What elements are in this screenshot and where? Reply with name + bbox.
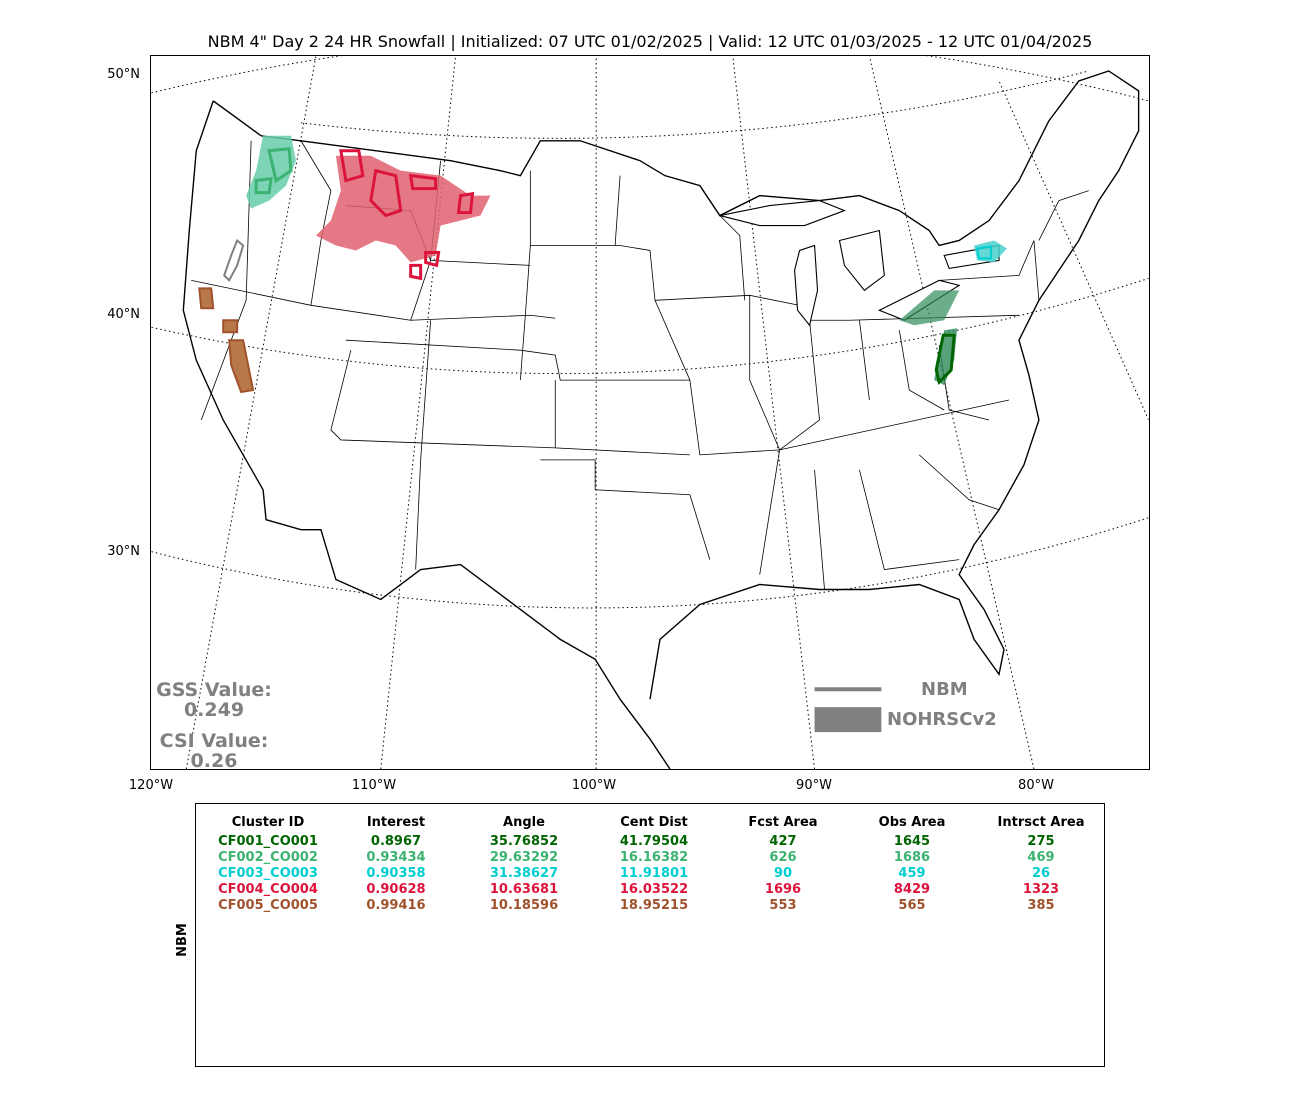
lake-superior bbox=[719, 200, 846, 227]
national-border bbox=[182, 70, 1140, 769]
table-cell: CF004_CO004 bbox=[218, 882, 318, 897]
table-cell: 29.63292 bbox=[489, 850, 559, 865]
table-cell: 1645 bbox=[893, 834, 931, 849]
table-cell: CF001_CO001 bbox=[218, 834, 318, 849]
table-cell: 90 bbox=[773, 866, 793, 881]
table-cell: 0.99416 bbox=[366, 898, 426, 913]
table-cell: 565 bbox=[898, 898, 926, 913]
parallel-45n bbox=[300, 70, 1089, 139]
parallel-50n bbox=[151, 56, 1149, 102]
table-cell: 11.91801 bbox=[619, 866, 689, 881]
cluster-cf005 bbox=[198, 287, 255, 394]
table-header-0: Cluster ID bbox=[231, 815, 305, 830]
lon-label-110w: 110°W bbox=[351, 778, 397, 793]
table-cell: 1696 bbox=[764, 882, 802, 897]
table-cell: 10.63681 bbox=[489, 882, 559, 897]
lon-label-80w: 80°W bbox=[1018, 778, 1054, 793]
map-panel bbox=[150, 55, 1150, 770]
table-cell: CF003_CO003 bbox=[218, 866, 318, 881]
lat-label-40: 40°N bbox=[107, 307, 140, 322]
lat-label-30: 30°N bbox=[107, 544, 140, 559]
table-header-1: Interest bbox=[366, 815, 426, 830]
table-cell: 553 bbox=[769, 898, 797, 913]
table-cell: CF005_CO005 bbox=[218, 898, 318, 913]
cluster-cf003 bbox=[974, 240, 1007, 263]
meridian-70w bbox=[998, 80, 1149, 421]
table-header-3: Cent Dist bbox=[620, 815, 688, 830]
parallel-30n bbox=[151, 517, 1149, 609]
parallel-40n bbox=[151, 277, 1149, 375]
great-lakes bbox=[719, 200, 1000, 327]
table-cell: 275 bbox=[1027, 834, 1055, 849]
meridian-110w bbox=[380, 56, 457, 769]
gss-value: 0.249 bbox=[183, 699, 245, 721]
cluster-cf002 bbox=[246, 135, 296, 209]
table-cell: 16.16382 bbox=[619, 850, 689, 865]
legend-nohrsc-label: NOHRSCv2 bbox=[887, 709, 997, 730]
gss-label: GSS Value: bbox=[156, 679, 272, 701]
table-cell: 31.38627 bbox=[489, 866, 559, 881]
table-cell: 1686 bbox=[893, 850, 931, 865]
meridian-80w bbox=[868, 56, 1035, 769]
table-cell: 0.8967 bbox=[370, 834, 422, 849]
table-cell: 385 bbox=[1027, 898, 1055, 913]
table-header-5: Obs Area bbox=[878, 815, 946, 830]
table-header-4: Fcst Area bbox=[748, 815, 818, 830]
lake-michigan bbox=[794, 244, 819, 327]
table-cell: 459 bbox=[898, 866, 926, 881]
cluster-cf004 bbox=[315, 149, 491, 281]
table-cell: 18.95215 bbox=[619, 898, 689, 913]
meridian-90w bbox=[732, 56, 816, 769]
legend-nbm-label: NBM bbox=[921, 679, 968, 700]
table-cell: 8429 bbox=[893, 882, 931, 897]
cluster-cf001 bbox=[899, 290, 960, 386]
table-cell: 0.93434 bbox=[366, 850, 426, 865]
lon-label-90w: 90°W bbox=[796, 778, 832, 793]
csi-label: CSI Value: bbox=[159, 730, 269, 752]
cluster-stats-table bbox=[195, 803, 1105, 1067]
table-cell: 469 bbox=[1027, 850, 1055, 865]
csi-value: 0.26 bbox=[190, 750, 238, 772]
table-header-6: Intrsct Area bbox=[997, 815, 1085, 830]
meridian-120w bbox=[185, 56, 317, 769]
table-cell: 0.90628 bbox=[366, 882, 426, 897]
table-cell: 41.79504 bbox=[619, 834, 689, 849]
table-cell: CF002_CO002 bbox=[218, 850, 318, 865]
nbm-outline-oregon bbox=[223, 238, 245, 283]
table-cell: 10.18596 bbox=[489, 898, 559, 913]
table-cell: 1323 bbox=[1022, 882, 1060, 897]
lon-label-120w: 120°W bbox=[128, 778, 174, 793]
lake-huron bbox=[838, 229, 885, 292]
graticule bbox=[151, 56, 1149, 769]
table-cell: 626 bbox=[769, 850, 797, 865]
legend-nohrsc-swatch bbox=[814, 707, 882, 733]
table-cell: 35.76852 bbox=[489, 834, 559, 849]
table-cell: 16.03522 bbox=[619, 882, 689, 897]
table-cell: 427 bbox=[769, 834, 797, 849]
table-side-label: NBM bbox=[175, 923, 190, 957]
state-borders bbox=[191, 140, 1089, 590]
lon-label-100w: 100°W bbox=[571, 778, 617, 793]
map-canvas bbox=[151, 56, 1149, 769]
lat-label-50: 50°N bbox=[107, 67, 140, 82]
table-cell: 26 bbox=[1031, 866, 1051, 881]
map-title: NBM 4" Day 2 24 HR Snowfall | Initialize… bbox=[207, 32, 1093, 51]
table-header-2: Angle bbox=[503, 815, 545, 830]
table-cell: 0.90358 bbox=[366, 866, 426, 881]
